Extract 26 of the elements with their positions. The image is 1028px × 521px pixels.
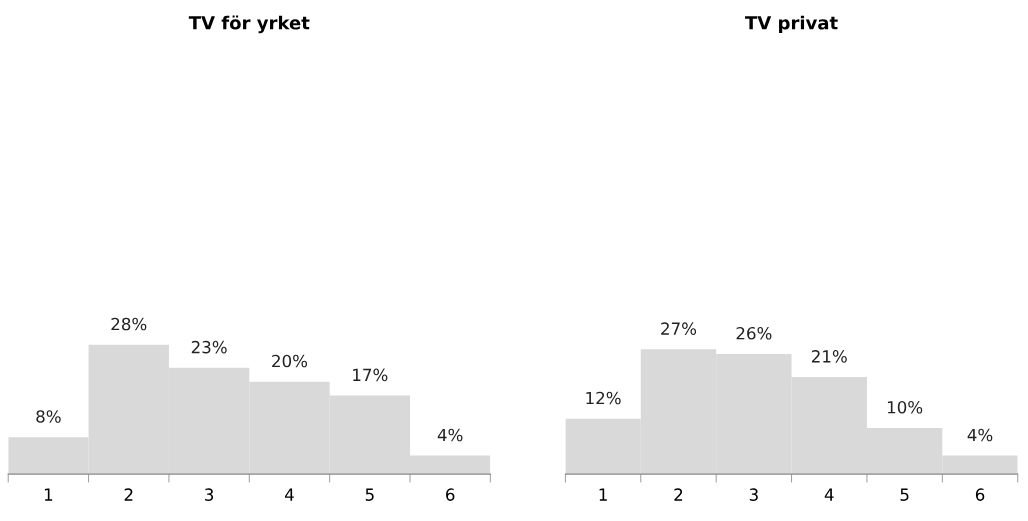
data-label: 8%	[36, 410, 61, 423]
x-tick-label: 2	[674, 488, 683, 501]
x-tick-label: 3	[205, 488, 214, 501]
x-tick-label: 5	[365, 488, 374, 501]
data-label: 26%	[736, 326, 772, 340]
x-tick-label: 5	[900, 488, 909, 501]
x-tick-label: 1	[44, 488, 53, 501]
x-tick-label: 6	[446, 488, 455, 501]
data-label: 4%	[437, 428, 463, 442]
x-tick-label: 4	[824, 488, 834, 501]
chart-title: TV privat	[745, 15, 838, 34]
x-tick-label: 3	[749, 488, 758, 501]
data-label: 17%	[353, 368, 388, 382]
data-label: 21%	[811, 350, 847, 363]
data-label: 10%	[887, 400, 923, 414]
x-tick-label: 4	[284, 488, 294, 501]
data-label: 12%	[586, 391, 621, 405]
data-label: 27%	[661, 322, 697, 335]
data-label: 28%	[111, 317, 147, 331]
x-tick-label: 1	[599, 488, 607, 501]
data-label: 20%	[272, 354, 308, 368]
data-label: 23%	[191, 340, 227, 354]
data-label: 4%	[967, 428, 993, 442]
chart-title: TV för yrket	[188, 15, 310, 34]
x-tick-label: 6	[975, 488, 985, 501]
x-tick-label: 2	[124, 488, 133, 501]
